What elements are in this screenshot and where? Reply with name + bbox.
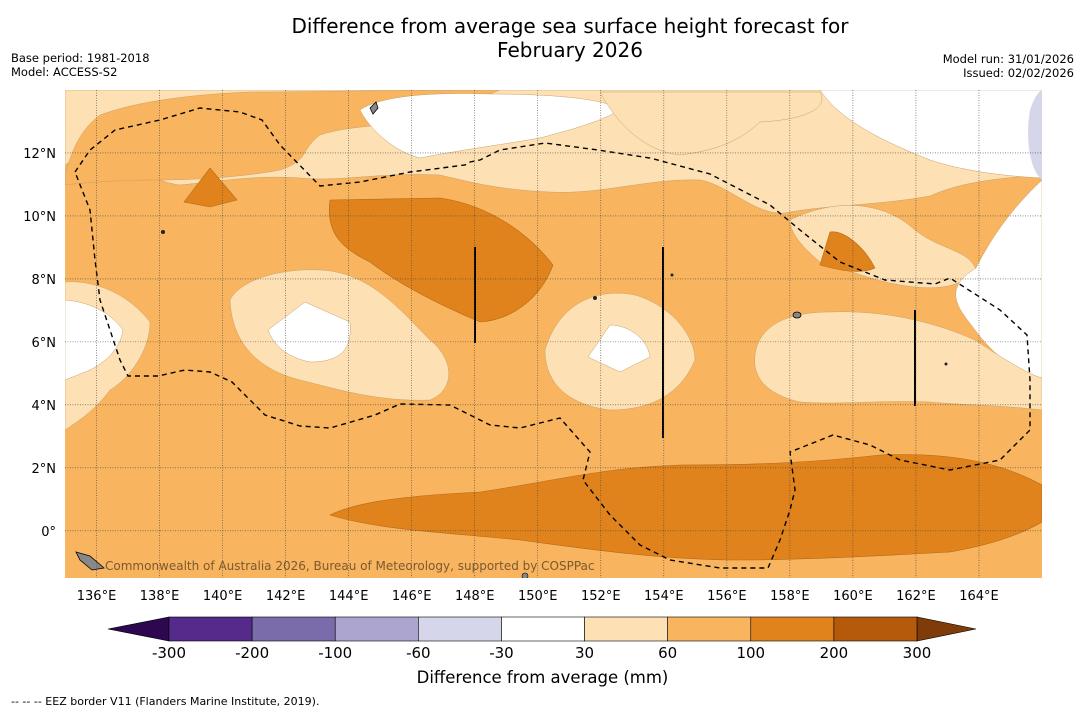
colorbar-segment [584, 616, 668, 642]
colorbar-tick-label: 200 [820, 644, 849, 662]
latitude-labels: 12°N 10°N 8°N 6°N 4°N 2°N 0° [23, 147, 56, 540]
lon-tick-label: 136°E [77, 589, 117, 604]
colorbar-segment [750, 616, 835, 642]
colorbar-tick-label: 60 [658, 644, 677, 662]
colorbar-labels: -300 -200 -100 -60 -30 30 60 100 200 300 [152, 644, 931, 662]
island-islet-3 [593, 296, 597, 300]
lat-tick-label: 8°N [32, 273, 57, 288]
colorbar-tick-label: -200 [235, 644, 269, 662]
anomaly-light-top-right [599, 91, 823, 156]
anomaly-neutral-far-west [65, 299, 124, 381]
eez-border-1 [74, 107, 1031, 569]
colorbar-tick-label: -30 [489, 644, 514, 662]
island-new-ireland [75, 551, 105, 571]
colorbar-tick-label: 300 [903, 644, 932, 662]
island-islet-2 [670, 273, 674, 277]
anomaly-dark-equatorial [329, 454, 1042, 561]
lon-tick-label: 160°E [833, 589, 873, 604]
issued-date: Issued: 02/02/2026 [963, 66, 1074, 80]
lon-tick-label: 152°E [581, 589, 621, 604]
model-name: Model: ACCESS-S2 [11, 65, 118, 79]
map-area: Commonwealth of Australia 2026, Bureau o… [65, 90, 1042, 578]
lat-tick-label: 6°N [32, 336, 57, 351]
lon-tick-label: 142°E [266, 589, 306, 604]
lon-tick-label: 148°E [455, 589, 495, 604]
graticule [65, 90, 1042, 578]
watermark: Commonwealth of Australia 2026, Bureau o… [105, 559, 595, 573]
anomaly-light-east [789, 205, 977, 288]
lon-tick-label: 164°E [959, 589, 999, 604]
lon-tick-label: 144°E [329, 589, 369, 604]
lon-tick-label: 162°E [896, 589, 936, 604]
info-right: Model run: 31/01/2026 Issued: 02/02/2026 [943, 52, 1074, 80]
colorbar-segment [168, 616, 253, 642]
colorbar [107, 616, 977, 642]
colorbar-tick-label: 30 [575, 644, 594, 662]
map-title: Difference from average sea surface heig… [270, 14, 870, 62]
lon-tick-label: 140°E [203, 589, 243, 604]
colorbar-title: Difference from average (mm) [416, 668, 669, 687]
lat-tick-label: 10°N [23, 210, 56, 225]
anomaly-dark-148 [328, 197, 554, 323]
colorbar-overflow [916, 616, 977, 642]
lon-tick-label: 150°E [518, 589, 558, 604]
colorbar-tick-label: -100 [318, 644, 352, 662]
colorbar-segment [251, 616, 336, 642]
lon-tick-label: 138°E [140, 589, 180, 604]
island-islet-1 [161, 230, 165, 234]
info-left: Base period: 1981-2018 Model: ACCESS-S2 [11, 51, 150, 79]
colorbar-tick-label: -60 [406, 644, 431, 662]
colorbar-tick-label: 100 [736, 644, 765, 662]
colorbar-tick-label: -300 [152, 644, 186, 662]
island-pohnpei [792, 311, 802, 319]
lon-tick-label: 146°E [392, 589, 432, 604]
lon-tick-label: 156°E [707, 589, 747, 604]
anomaly-neutral-top-right [819, 90, 1042, 179]
colorbar-segment [334, 616, 419, 642]
lat-tick-label: 0° [41, 525, 56, 540]
anomaly-neutral-top [359, 93, 621, 159]
lat-tick-label: 2°N [32, 462, 57, 477]
island-islet-4 [944, 362, 948, 366]
colorbar-segment [418, 616, 502, 642]
anomaly-dark-160 [819, 231, 876, 272]
anomaly-neutral-center-hole [587, 324, 651, 373]
colorbar-segment [501, 616, 585, 642]
anomaly-light-east-loop [754, 311, 1042, 411]
base-period: Base period: 1981-2018 [11, 51, 150, 65]
island-guam [369, 101, 379, 115]
title-line-1: Difference from average sea surface heig… [291, 14, 849, 38]
anomaly-negative-edge [1028, 90, 1042, 180]
model-run: Model run: 31/01/2026 [942, 52, 1074, 66]
eez-footnote: -- -- -- EEZ border V11 (Flanders Marine… [11, 695, 320, 708]
island-islet-5 [521, 572, 529, 578]
anomaly-neutral-west-hole [267, 301, 351, 363]
lon-tick-label: 154°E [644, 589, 684, 604]
colorbar-segment [833, 616, 918, 642]
longitude-labels: 136°E 138°E 140°E 142°E 144°E 146°E 148°E 150°E… [77, 589, 999, 604]
colorbar-segment [667, 616, 752, 642]
lat-tick-label: 12°N [23, 147, 56, 162]
anomaly-dark-north-140 [183, 167, 238, 208]
colorbar-underflow [107, 616, 170, 642]
lon-tick-label: 158°E [770, 589, 810, 604]
lat-tick-label: 4°N [32, 399, 57, 414]
title-line-2: February 2026 [497, 38, 643, 62]
